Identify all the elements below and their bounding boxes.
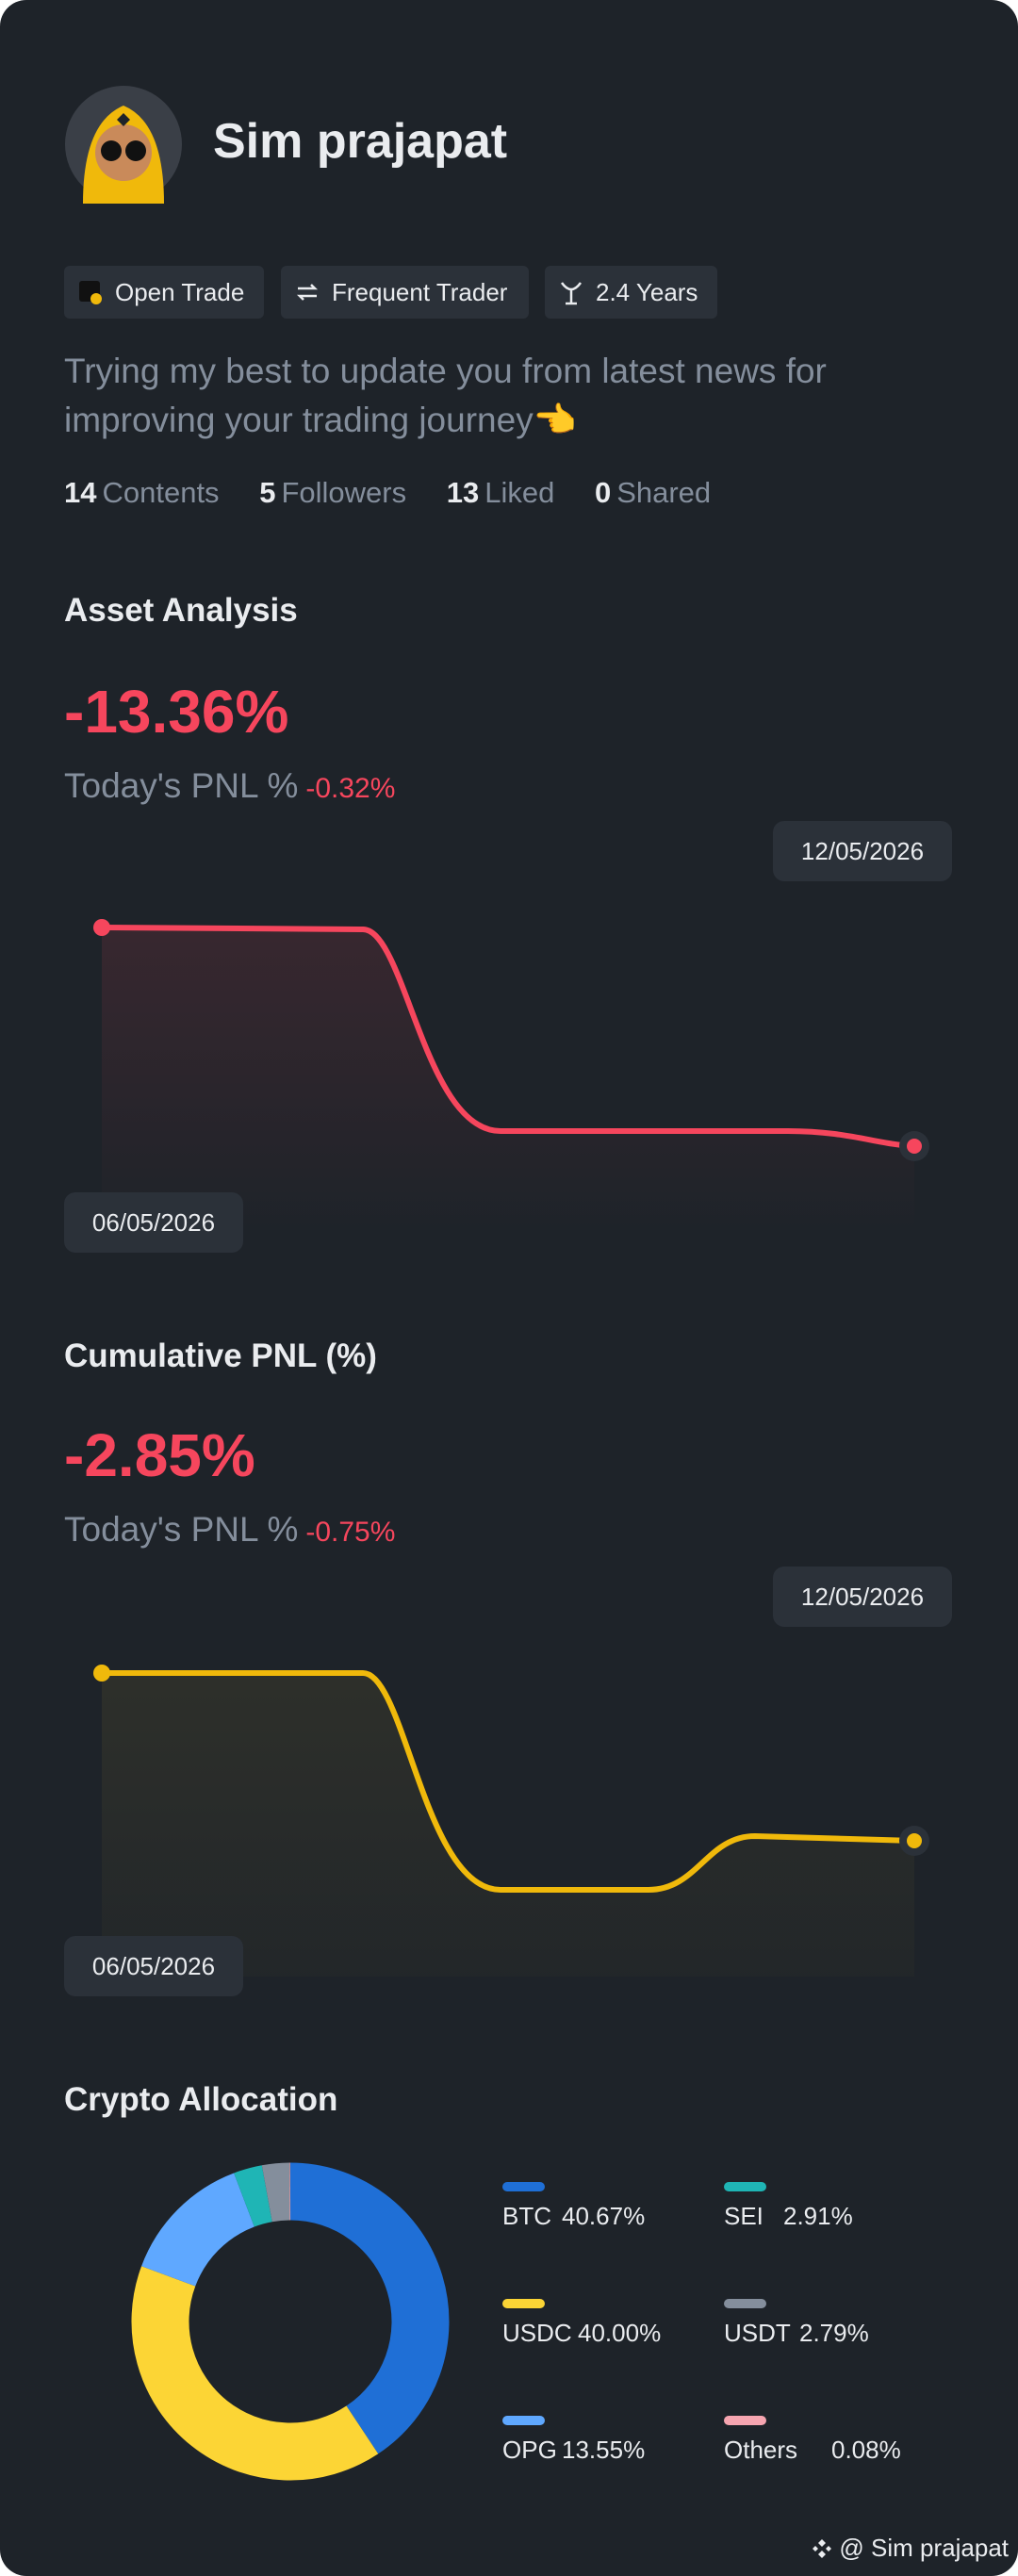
start-date: 06/05/2026 xyxy=(64,1192,243,1253)
legend-value: 2.79% xyxy=(799,2319,869,2347)
end-date: 12/05/2026 xyxy=(773,821,952,881)
legend-value: 40.67% xyxy=(562,2202,645,2230)
legend-name: OPG xyxy=(502,2436,557,2464)
legend-name: Others xyxy=(724,2436,797,2464)
section-title: Cumulative PNL (%) xyxy=(64,1337,377,1374)
stat-label: Followers xyxy=(281,476,407,509)
legend-value: 13.55% xyxy=(562,2436,645,2464)
today-value: -0.32% xyxy=(305,773,396,804)
today-label: Today's PNL % xyxy=(64,1510,299,1549)
tag: 2.4 Years xyxy=(545,266,717,319)
today-value: -0.75% xyxy=(305,1517,396,1548)
donut-segment xyxy=(289,2162,450,2454)
legend-swatch xyxy=(724,2299,766,2308)
legend-swatch xyxy=(724,2182,766,2191)
section-title: Asset Analysis xyxy=(64,592,298,629)
avatar xyxy=(65,86,182,204)
legend-swatch xyxy=(502,2182,545,2191)
today-label: Today's PNL % xyxy=(64,766,299,805)
stat-value: 14 xyxy=(64,476,97,509)
legend-swatch xyxy=(502,2299,545,2308)
tag-text: Frequent Trader xyxy=(332,278,508,306)
today-pnl: Today's PNL % -0.75% xyxy=(64,1510,395,1550)
stats: 14 Contents 5 Followers 13 Liked 0 Shared xyxy=(64,476,743,510)
tag-text: Open Trade xyxy=(115,278,245,306)
legend-value: 0.08% xyxy=(831,2436,901,2464)
footer: @ Sim prajapat xyxy=(812,2534,1009,2563)
end-date: 12/05/2026 xyxy=(773,1567,952,1627)
stat-value: 5 xyxy=(259,476,276,509)
footer-text: @ Sim prajapat xyxy=(839,2534,1009,2562)
donut-segment xyxy=(141,2173,255,2288)
today-pnl: Today's PNL % -0.32% xyxy=(64,766,395,806)
allocation-chart: BTC 40.67% USDC 40.00% OPG 13.55% SEI 2.91% USDT… xyxy=(131,2162,901,2481)
legend-swatch xyxy=(724,2416,766,2425)
stat-value: 0 xyxy=(594,476,612,509)
legend-name: SEI xyxy=(724,2202,764,2230)
tag: Frequent Trader xyxy=(281,266,529,319)
legend-value: 40.00% xyxy=(578,2319,661,2347)
stat-label: Liked xyxy=(484,476,555,509)
donut-segment xyxy=(261,2162,291,2223)
tag: Open Trade xyxy=(64,266,264,319)
user-name: Sim prajapat xyxy=(213,114,508,169)
bio: Trying my best to update you from latest… xyxy=(64,352,827,439)
legend-name: USDT xyxy=(724,2319,791,2347)
donut-segment xyxy=(131,2266,379,2481)
stat-value: 13 xyxy=(446,476,480,509)
legend-name: USDC xyxy=(502,2319,572,2347)
tag-text: 2.4 Years xyxy=(596,278,698,306)
legend-swatch xyxy=(502,2416,545,2425)
pnl-value: -13.36% xyxy=(64,678,289,746)
legend-name: BTC xyxy=(502,2202,551,2230)
start-date: 06/05/2026 xyxy=(64,1936,243,1996)
stat-label: Contents xyxy=(102,476,220,509)
pnl-value: -2.85% xyxy=(64,1421,255,1489)
section-title: Crypto Allocation xyxy=(64,2081,338,2118)
stat-label: Shared xyxy=(616,476,712,509)
donut-segment xyxy=(234,2165,273,2227)
legend-value: 2.91% xyxy=(783,2202,853,2230)
